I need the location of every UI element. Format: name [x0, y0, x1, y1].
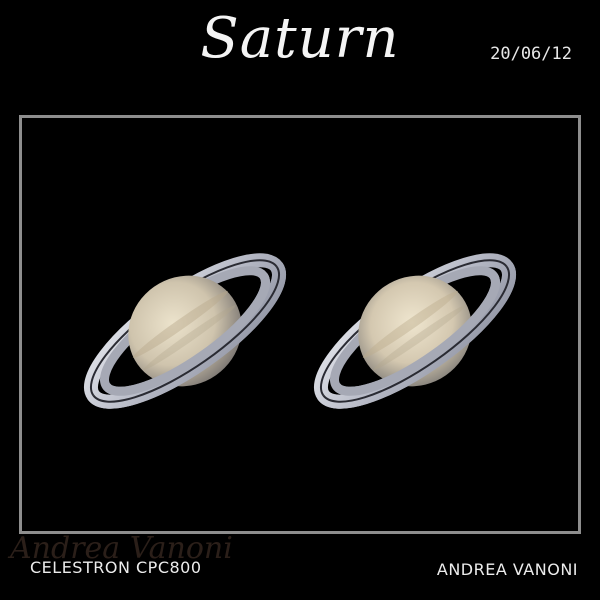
saturn-images: [83, 253, 517, 409]
image-frame: [19, 115, 581, 534]
telescope-label: CELESTRON CPC800: [30, 558, 202, 577]
saturn-left: [83, 253, 287, 409]
page-title: Saturn: [200, 6, 400, 71]
watermark-signature: Andrea Vanoni: [10, 531, 233, 566]
author-label: ANDREA VANONI: [436, 560, 578, 579]
observation-date: 20/06/12: [490, 44, 572, 64]
saturn-right: [313, 253, 517, 409]
